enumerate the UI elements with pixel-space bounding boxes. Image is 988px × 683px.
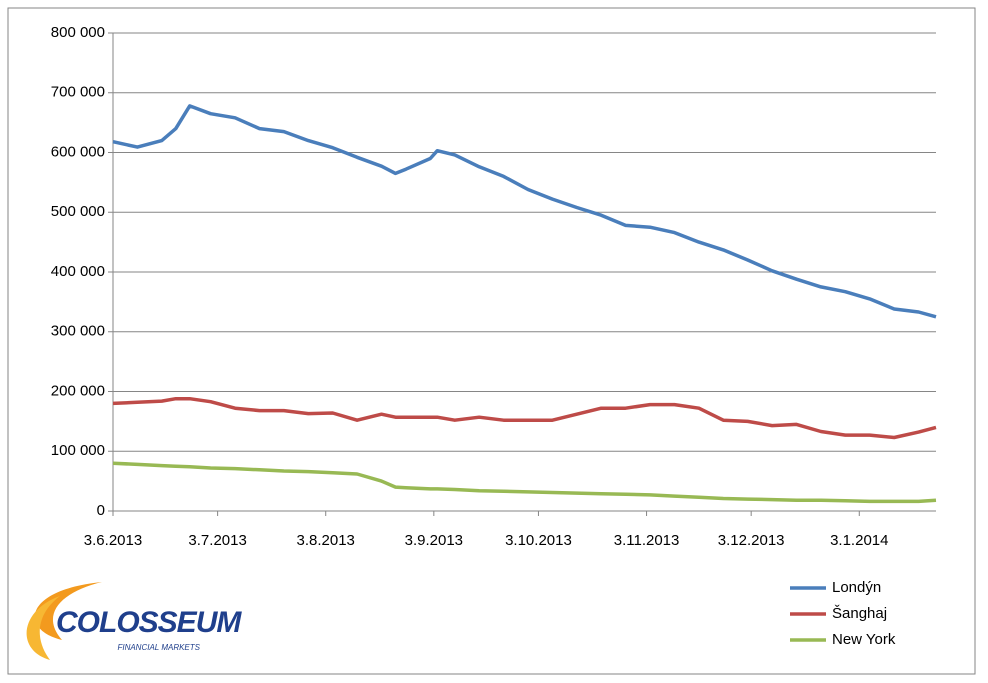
logo-name: COLOSSEUM	[56, 606, 242, 639]
y-tick-label: 600 000	[51, 143, 105, 160]
y-tick-label: 300 000	[51, 323, 105, 340]
series-line	[112, 461, 937, 504]
x-tick-label: 3.8.2013	[297, 532, 355, 549]
x-tick-label: 3.12.2013	[718, 532, 785, 549]
x-tick-label: 3.1.2014	[830, 532, 888, 549]
y-tick-label: 800 000	[51, 24, 105, 41]
series-line	[112, 396, 937, 440]
x-tick-label: 3.11.2013	[614, 532, 680, 549]
y-tick-label: 400 000	[51, 263, 105, 280]
y-tick-label: 500 000	[51, 203, 105, 220]
logo-swoosh	[26, 596, 60, 660]
x-tick-label: 3.9.2013	[405, 532, 463, 549]
legend-label: New York	[832, 631, 896, 648]
y-tick-label: 700 000	[51, 84, 105, 101]
series-line	[112, 104, 937, 319]
y-tick-label: 100 000	[51, 442, 105, 459]
x-tick-label: 3.7.2013	[188, 532, 246, 549]
y-tick-label: 200 000	[51, 382, 105, 399]
logo: COLOSSEUM FINANCIAL MARKETS	[26, 582, 243, 660]
x-tick-label: 3.6.2013	[84, 532, 142, 549]
legend-label: Londýn	[832, 579, 881, 596]
chart-frame	[7, 7, 976, 675]
legend-label: Šanghaj	[832, 605, 887, 622]
x-tick-label: 3.10.2013	[505, 532, 572, 549]
logo-swoosh	[34, 582, 102, 640]
logo-tagline: FINANCIAL MARKETS	[117, 643, 200, 652]
y-tick-label: 0	[97, 502, 105, 519]
